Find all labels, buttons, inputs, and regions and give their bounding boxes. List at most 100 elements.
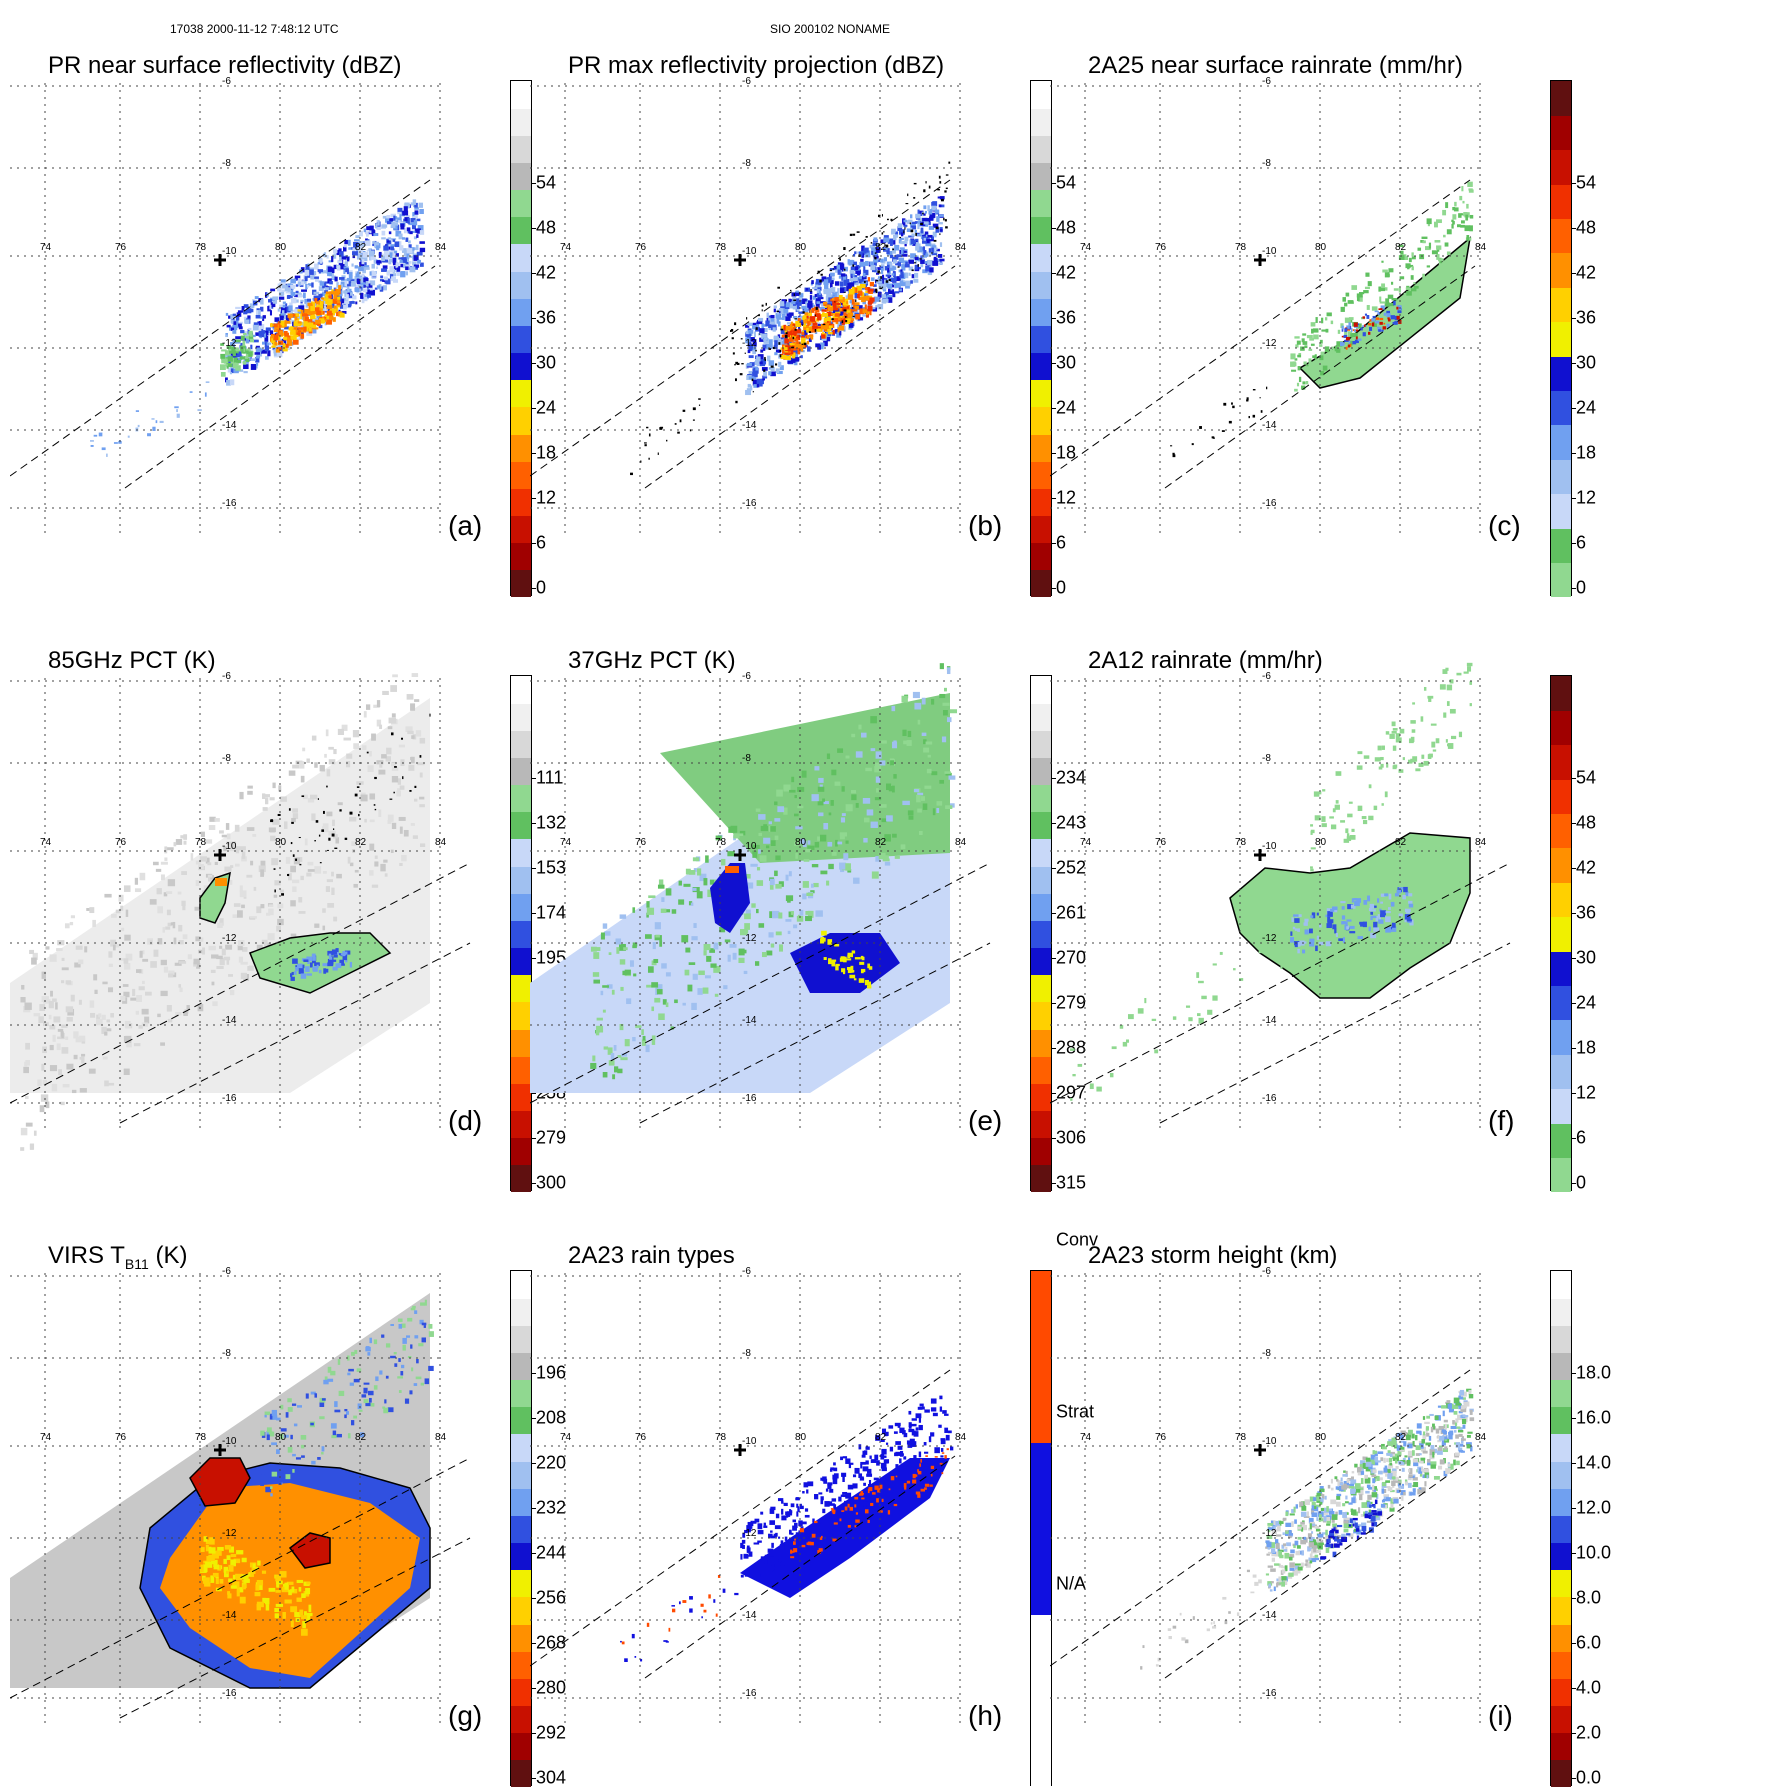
- data-pixel: [363, 288, 368, 292]
- data-pixel: [807, 335, 810, 339]
- data-pixel: [787, 361, 793, 364]
- data-pixel: [346, 294, 349, 300]
- data-pixel: [232, 330, 236, 334]
- data-pixel: [909, 816, 914, 820]
- data-pixel: [1327, 911, 1333, 917]
- data-pixel: [928, 755, 931, 758]
- colorbar-segment: [511, 488, 531, 516]
- data-pixel: [214, 1564, 219, 1569]
- data-pixel: [698, 971, 705, 975]
- data-pixel: [1342, 915, 1345, 919]
- data-pixel: [782, 314, 786, 316]
- data-pixel: [894, 291, 899, 293]
- data-pixel: [299, 864, 301, 865]
- data-pixel: [306, 850, 308, 851]
- data-pixel: [786, 326, 790, 330]
- data-pixel: [784, 338, 789, 343]
- data-pixel: [938, 196, 943, 198]
- data-pixel: [348, 857, 351, 864]
- data-pixel: [385, 873, 388, 876]
- data-pixel: [417, 260, 421, 264]
- data-pixel: [343, 305, 347, 310]
- data-pixel: [1467, 663, 1473, 666]
- data-pixel: [271, 858, 278, 865]
- colorbar-segment: [1031, 543, 1051, 571]
- data-pixel: [256, 363, 258, 366]
- data-pixel: [795, 329, 797, 331]
- data-pixel: [1317, 913, 1319, 916]
- data-pixel: [286, 344, 289, 348]
- colorbar-segment: [511, 1138, 531, 1166]
- data-pixel: [681, 935, 688, 942]
- data-pixel: [620, 987, 623, 991]
- colorbar-tick-label: 54: [1576, 768, 1596, 789]
- data-pixel: [901, 844, 906, 849]
- data-pixel: [412, 1306, 416, 1308]
- data-pixel: [274, 889, 275, 892]
- data-pixel: [1466, 204, 1468, 209]
- data-pixel: [370, 820, 375, 823]
- data-pixel: [414, 786, 416, 788]
- data-pixel: [788, 931, 791, 934]
- data-pixel: [791, 347, 794, 349]
- data-pixel: [417, 252, 423, 256]
- data-pixel: [250, 861, 253, 866]
- data-pixel: [833, 330, 835, 335]
- data-pixel: [886, 784, 891, 791]
- data-pixel: [780, 329, 783, 331]
- data-pixel: [301, 1593, 306, 1598]
- data-pixel: [373, 233, 377, 236]
- data-pixel: [1303, 341, 1308, 345]
- data-pixel: [292, 886, 296, 892]
- data-pixel: [1326, 941, 1331, 946]
- data-pixel: [1349, 341, 1351, 344]
- data-pixel: [904, 237, 908, 242]
- data-pixel: [405, 238, 408, 242]
- data-pixel: [604, 1046, 608, 1049]
- data-pixel: [1123, 1042, 1127, 1047]
- colorbar-segment: [511, 1434, 531, 1462]
- data-pixel: [265, 1412, 271, 1416]
- data-pixel: [327, 903, 334, 908]
- data-pixel: [242, 1558, 247, 1562]
- colorbar-segment: [511, 1002, 531, 1030]
- data-pixel: [161, 991, 168, 996]
- data-pixel: [948, 162, 950, 164]
- data-pixel: [873, 237, 877, 241]
- data-pixel: [753, 391, 754, 392]
- data-pixel: [839, 325, 844, 330]
- data-pixel: [1309, 338, 1314, 341]
- colorbar-tick-label: 18: [1576, 1038, 1596, 1059]
- data-pixel: [823, 823, 828, 829]
- data-pixel: [934, 235, 936, 237]
- colorbar-segment: [1551, 391, 1571, 426]
- data-pixel: [1391, 902, 1395, 907]
- data-pixel: [1394, 288, 1399, 291]
- data-pixel: [870, 716, 877, 723]
- data-pixel: [756, 808, 761, 811]
- data-pixel: [1070, 1098, 1072, 1101]
- data-pixel: [872, 871, 879, 878]
- data-pixel: [813, 325, 818, 329]
- data-pixel: [1311, 344, 1315, 346]
- data-pixel: [407, 1318, 412, 1322]
- longitude-label: 74: [40, 837, 52, 848]
- data-pixel: [21, 985, 24, 990]
- data-pixel: [364, 1399, 369, 1403]
- data-pixel: [354, 1379, 360, 1382]
- data-pixel: [376, 266, 378, 269]
- data-pixel: [890, 243, 893, 246]
- data-pixel: [863, 798, 870, 804]
- data-pixel: [81, 1056, 84, 1063]
- data-pixel: [178, 984, 181, 988]
- longitude-label: 80: [275, 242, 287, 253]
- data-pixel: [864, 818, 869, 823]
- data-pixel: [1096, 1087, 1101, 1092]
- data-pixel: [147, 433, 151, 436]
- data-pixel: [332, 820, 335, 826]
- data-pixel: [874, 257, 876, 260]
- data-pixel: [850, 971, 854, 973]
- data-pixel: [183, 841, 186, 845]
- data-pixel: [853, 878, 859, 884]
- data-pixel: [632, 1037, 635, 1041]
